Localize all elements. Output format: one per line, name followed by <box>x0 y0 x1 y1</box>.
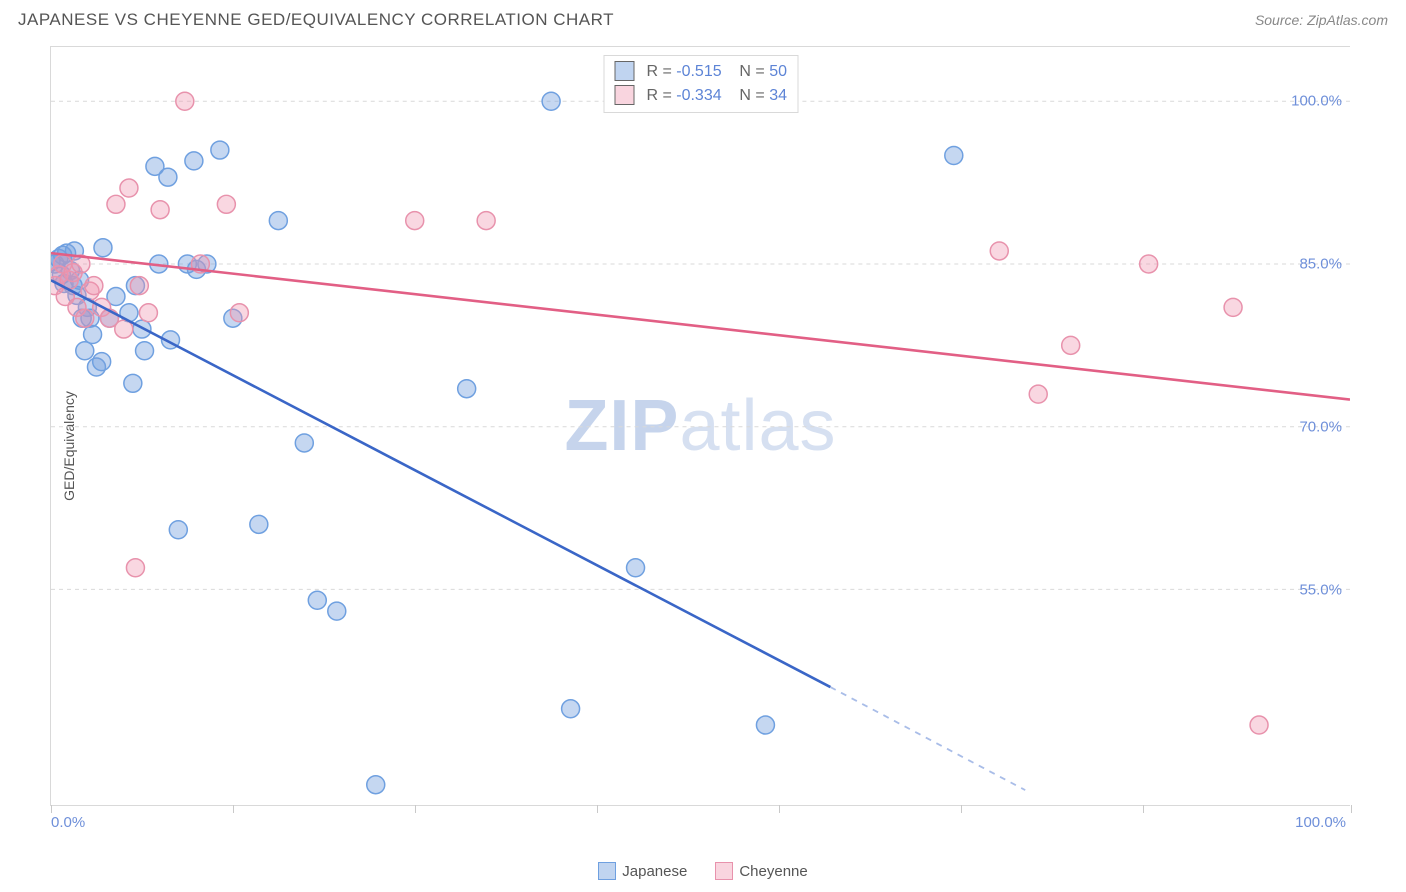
data-point <box>230 304 248 322</box>
data-point <box>93 353 111 371</box>
data-point <box>159 168 177 186</box>
data-point <box>130 277 148 295</box>
swatch-japanese-icon <box>614 61 634 81</box>
trend-line <box>51 280 830 687</box>
x-tick <box>1351 805 1352 813</box>
x-tick <box>233 805 234 813</box>
legend-item-cheyenne: Cheyenne <box>715 862 807 880</box>
x-tick <box>597 805 598 813</box>
data-point <box>269 212 287 230</box>
data-point <box>1140 255 1158 273</box>
data-point <box>1062 336 1080 354</box>
scatter-plot-svg <box>51 47 1350 806</box>
data-point <box>756 716 774 734</box>
chart-title: JAPANESE VS CHEYENNE GED/EQUIVALENCY COR… <box>18 10 614 30</box>
stats-row-japanese: R = -0.515 N = 50 <box>614 60 787 84</box>
x-tick <box>961 805 962 813</box>
data-point <box>562 700 580 718</box>
r-value-japanese: -0.515 <box>676 63 721 80</box>
source: Source: ZipAtlas.com <box>1255 12 1388 28</box>
x-tick <box>51 805 52 813</box>
r-label: R = <box>646 87 671 104</box>
footer-legend: Japanese Cheyenne <box>0 862 1406 880</box>
trend-line-extrapolation <box>830 687 1025 790</box>
n-label: N = <box>739 87 764 104</box>
data-point <box>211 141 229 159</box>
data-point <box>990 242 1008 260</box>
chart-area: ZIPatlas 55.0%70.0%85.0%100.0% 0.0%100.0… <box>50 46 1350 806</box>
data-point <box>367 776 385 794</box>
y-tick-label: 70.0% <box>1299 419 1342 436</box>
data-point <box>136 342 154 360</box>
data-point <box>945 146 963 164</box>
data-point <box>295 434 313 452</box>
y-tick-label: 85.0% <box>1299 256 1342 273</box>
r-value-cheyenne: -0.334 <box>676 87 721 104</box>
data-point <box>76 309 94 327</box>
source-value: ZipAtlas.com <box>1307 12 1388 28</box>
n-value-japanese: 50 <box>769 63 787 80</box>
x-tick-label: 0.0% <box>51 814 85 831</box>
data-point <box>120 179 138 197</box>
n-label: N = <box>739 63 764 80</box>
data-point <box>76 342 94 360</box>
header: JAPANESE VS CHEYENNE GED/EQUIVALENCY COR… <box>0 0 1406 34</box>
r-label: R = <box>646 63 671 80</box>
n-value-cheyenne: 34 <box>769 87 787 104</box>
data-point <box>250 515 268 533</box>
x-tick <box>415 805 416 813</box>
legend-label-japanese: Japanese <box>622 863 687 880</box>
data-point <box>477 212 495 230</box>
data-point <box>94 239 112 257</box>
legend-item-japanese: Japanese <box>598 862 687 880</box>
data-point <box>84 325 102 343</box>
y-tick-label: 55.0% <box>1299 581 1342 598</box>
data-point <box>85 277 103 295</box>
data-point <box>627 559 645 577</box>
legend-label-cheyenne: Cheyenne <box>739 863 807 880</box>
data-point <box>458 380 476 398</box>
x-tick-label: 100.0% <box>1295 814 1346 831</box>
swatch-cheyenne-icon <box>614 85 634 105</box>
data-point <box>308 591 326 609</box>
swatch-cheyenne-icon <box>715 862 733 880</box>
data-point <box>1224 298 1242 316</box>
x-tick <box>779 805 780 813</box>
data-point <box>542 92 560 110</box>
data-point <box>1250 716 1268 734</box>
stats-row-cheyenne: R = -0.334 N = 34 <box>614 84 787 108</box>
data-point <box>185 152 203 170</box>
x-tick <box>1143 805 1144 813</box>
data-point <box>328 602 346 620</box>
data-point <box>107 195 125 213</box>
data-point <box>151 201 169 219</box>
swatch-japanese-icon <box>598 862 616 880</box>
data-point <box>176 92 194 110</box>
data-point <box>124 374 142 392</box>
stats-box: R = -0.515 N = 50 R = -0.334 N = 34 <box>603 55 798 113</box>
trend-line <box>51 253 1350 399</box>
data-point <box>406 212 424 230</box>
source-label: Source: <box>1255 12 1307 28</box>
data-point <box>126 559 144 577</box>
data-point <box>169 521 187 539</box>
data-point <box>139 304 157 322</box>
data-point <box>217 195 235 213</box>
y-tick-label: 100.0% <box>1291 93 1342 110</box>
data-point <box>1029 385 1047 403</box>
